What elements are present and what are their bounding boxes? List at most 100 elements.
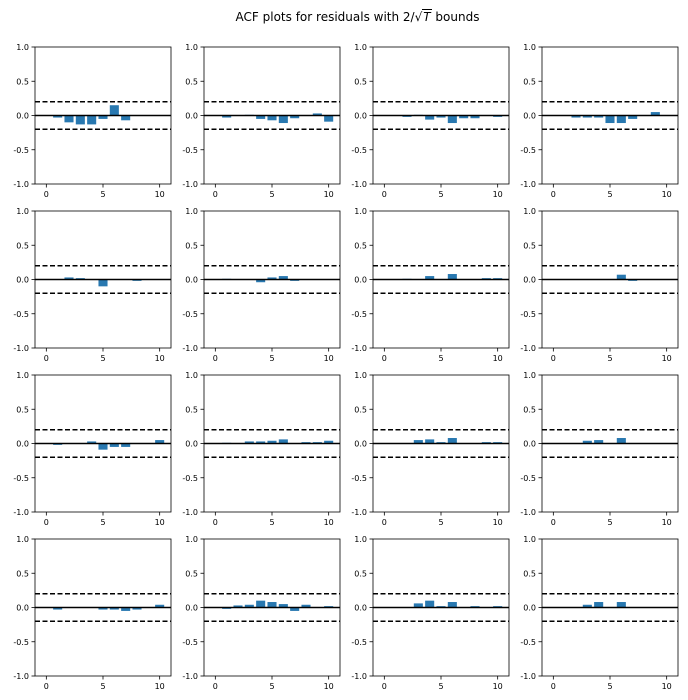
y-tick-label: -1.0	[520, 508, 536, 517]
y-tick-label: 1.0	[185, 371, 198, 380]
y-tick-label: -1.0	[520, 180, 536, 189]
acf-subplot-16: -1.0 -0.5 0.0 0.5 1.0 0 5 10	[520, 535, 679, 691]
acf-bar	[222, 115, 232, 118]
acf-bar	[301, 604, 311, 608]
y-tick-label: 1.0	[523, 371, 536, 380]
y-tick-label: 0.0	[185, 604, 198, 613]
acf-bar	[233, 605, 243, 608]
y-tick-label: -1.0	[520, 672, 536, 681]
x-tick-label: 0	[213, 354, 218, 363]
x-tick-label: 0	[44, 354, 49, 363]
acf-bar	[267, 115, 277, 121]
acf-bar	[447, 438, 457, 444]
x-tick-label: 0	[213, 682, 218, 691]
x-tick-label: 5	[269, 682, 274, 691]
y-tick-label: -0.5	[13, 146, 29, 155]
acf-bar	[425, 276, 435, 280]
y-tick-label: 0.5	[523, 241, 536, 250]
x-tick-label: 10	[324, 682, 334, 691]
y-tick-label: 1.0	[16, 535, 29, 544]
acf-subplot-12: -1.0 -0.5 0.0 0.5 1.0 0 5 10	[520, 371, 679, 527]
y-tick-label: 0.0	[185, 112, 198, 121]
acf-subplot-1: -1.0 -0.5 0.0 0.5 1.0 0 5 10	[13, 43, 172, 199]
acf-bar	[53, 607, 63, 610]
acf-bar	[324, 440, 334, 444]
acf-subplot-6: -1.0 -0.5 0.0 0.5 1.0 0 5 10	[182, 207, 341, 363]
x-tick-label: 5	[607, 518, 612, 527]
y-tick-label: 0.5	[523, 405, 536, 414]
acf-bar	[256, 115, 266, 119]
x-tick-label: 10	[662, 682, 672, 691]
x-tick-label: 0	[551, 354, 556, 363]
acf-bar	[87, 115, 97, 125]
acf-bar	[594, 602, 604, 608]
acf-bar	[267, 440, 277, 444]
y-tick-label: 0.5	[185, 241, 198, 250]
y-tick-label: -0.5	[351, 310, 367, 319]
y-tick-label: -0.5	[520, 310, 536, 319]
y-tick-label: -0.5	[182, 638, 198, 647]
acf-bar	[582, 604, 592, 608]
acf-bar	[628, 115, 638, 119]
y-tick-label: 1.0	[354, 43, 367, 52]
acf-bar	[64, 115, 74, 123]
acf-bar	[594, 440, 604, 444]
x-tick-label: 0	[551, 518, 556, 527]
acf-bar	[87, 441, 97, 444]
title-radical: √	[414, 10, 423, 24]
acf-bar	[132, 607, 142, 610]
x-tick-label: 10	[493, 682, 503, 691]
x-tick-label: 5	[607, 354, 612, 363]
x-tick-label: 5	[269, 190, 274, 199]
y-tick-label: -1.0	[351, 508, 367, 517]
y-tick-label: 1.0	[523, 43, 536, 52]
y-tick-label: -0.5	[182, 474, 198, 483]
y-tick-label: -0.5	[351, 638, 367, 647]
y-tick-label: -1.0	[182, 344, 198, 353]
y-tick-label: 0.0	[16, 276, 29, 285]
x-tick-label: 10	[493, 518, 503, 527]
y-tick-label: -0.5	[520, 638, 536, 647]
acf-subplot-15: -1.0 -0.5 0.0 0.5 1.0 0 5 10	[351, 535, 510, 691]
acf-bar	[413, 440, 423, 444]
y-tick-label: -1.0	[351, 344, 367, 353]
acf-bar	[244, 604, 254, 608]
acf-bar	[64, 277, 74, 280]
acf-subplot-7: -1.0 -0.5 0.0 0.5 1.0 0 5 10	[351, 207, 510, 363]
acf-bar	[267, 602, 277, 608]
acf-bar	[244, 441, 254, 444]
acf-bar	[582, 115, 592, 118]
acf-bar	[425, 115, 435, 120]
y-tick-label: -0.5	[351, 146, 367, 155]
y-tick-label: -1.0	[182, 508, 198, 517]
x-tick-label: 10	[662, 518, 672, 527]
x-tick-label: 0	[213, 518, 218, 527]
x-tick-label: 10	[493, 354, 503, 363]
y-tick-label: -0.5	[182, 146, 198, 155]
y-tick-label: 1.0	[354, 371, 367, 380]
x-tick-label: 0	[213, 190, 218, 199]
x-tick-label: 10	[155, 682, 165, 691]
y-tick-label: -1.0	[351, 672, 367, 681]
x-tick-label: 10	[155, 190, 165, 199]
acf-subplot-3: -1.0 -0.5 0.0 0.5 1.0 0 5 10	[351, 43, 510, 199]
acf-bar	[605, 115, 615, 124]
y-tick-label: -0.5	[351, 474, 367, 483]
acf-bar	[616, 115, 626, 124]
acf-subplot-14: -1.0 -0.5 0.0 0.5 1.0 0 5 10	[182, 535, 341, 691]
x-tick-label: 0	[382, 190, 387, 199]
y-tick-label: 0.5	[16, 77, 29, 86]
y-tick-label: 0.0	[523, 112, 536, 121]
acf-bar	[256, 279, 266, 283]
x-tick-label: 10	[662, 190, 672, 199]
y-tick-label: 1.0	[185, 535, 198, 544]
acf-bar	[425, 439, 435, 444]
acf-bar	[278, 276, 288, 280]
acf-bar	[278, 115, 288, 124]
acf-bar	[98, 279, 108, 287]
acf-bar	[256, 441, 266, 444]
acf-bar	[447, 274, 457, 280]
acf-bar	[278, 604, 288, 608]
x-tick-label: 0	[382, 518, 387, 527]
acf-bar	[290, 115, 300, 119]
